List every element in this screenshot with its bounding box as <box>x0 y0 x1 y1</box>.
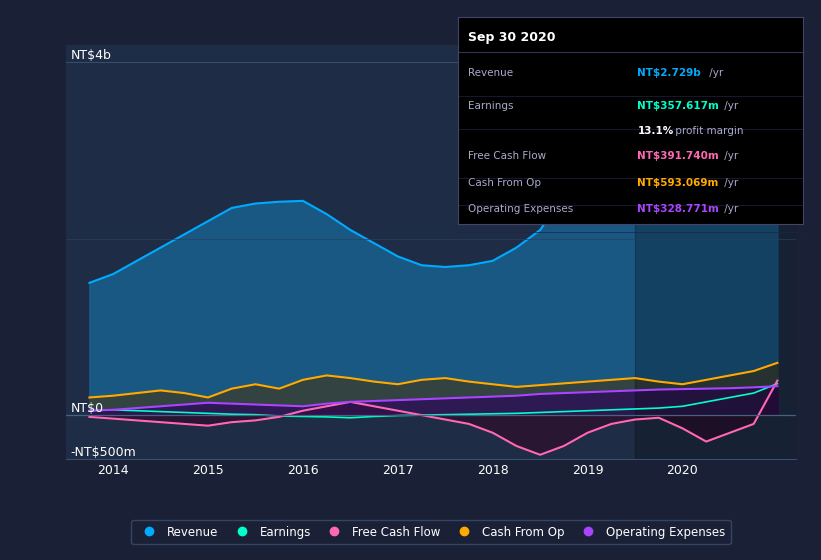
Text: Cash From Op: Cash From Op <box>469 178 542 188</box>
Bar <box>635 45 796 459</box>
Text: NT$391.740m: NT$391.740m <box>637 151 719 161</box>
Text: /yr: /yr <box>721 101 738 111</box>
Text: profit margin: profit margin <box>672 126 743 136</box>
Text: NT$328.771m: NT$328.771m <box>637 204 719 214</box>
Text: 13.1%: 13.1% <box>637 126 674 136</box>
Text: NT$593.069m: NT$593.069m <box>637 178 719 188</box>
Text: NT$357.617m: NT$357.617m <box>637 101 719 111</box>
Text: /yr: /yr <box>721 178 738 188</box>
Text: NT$2.729b: NT$2.729b <box>637 68 701 78</box>
Text: Sep 30 2020: Sep 30 2020 <box>469 31 556 44</box>
Text: /yr: /yr <box>706 68 723 78</box>
Text: /yr: /yr <box>721 151 738 161</box>
Text: /yr: /yr <box>721 204 738 214</box>
Text: Operating Expenses: Operating Expenses <box>469 204 574 214</box>
Legend: Revenue, Earnings, Free Cash Flow, Cash From Op, Operating Expenses: Revenue, Earnings, Free Cash Flow, Cash … <box>131 520 731 544</box>
Text: -NT$500m: -NT$500m <box>71 446 136 459</box>
Text: NT$0: NT$0 <box>71 402 103 415</box>
Text: Revenue: Revenue <box>469 68 514 78</box>
Text: Free Cash Flow: Free Cash Flow <box>469 151 547 161</box>
Text: NT$4b: NT$4b <box>71 49 112 62</box>
Text: Earnings: Earnings <box>469 101 514 111</box>
